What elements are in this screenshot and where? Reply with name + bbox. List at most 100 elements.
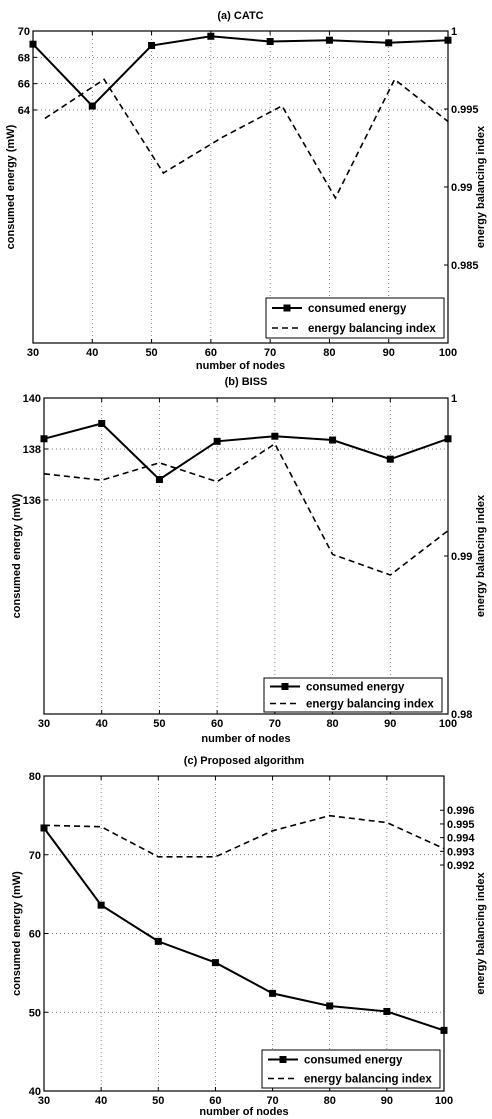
y2-tick-label: 0.996 [447, 805, 475, 817]
x-tick-label: 70 [269, 718, 281, 730]
y-axis-label: consumed energy (mW) [5, 124, 17, 249]
y2-tick-label: 1 [451, 393, 457, 405]
data-point-marker [325, 36, 333, 44]
x-tick-label: 30 [27, 347, 39, 359]
y-tick-label: 64 [18, 105, 31, 117]
legend-label: consumed energy [304, 1055, 403, 1067]
legend-label: consumed energy [308, 303, 407, 315]
y2-axis-label: energy balancing index [475, 125, 487, 248]
data-point-marker [329, 436, 337, 444]
data-point-marker [155, 476, 163, 484]
y-tick-label: 70 [18, 26, 30, 38]
y-tick-label: 140 [23, 393, 41, 405]
x-tick-label: 100 [439, 347, 457, 359]
series-line-consumed-energy [43, 827, 445, 1032]
data-point-marker [271, 432, 279, 440]
plot-frame [43, 397, 449, 715]
x-tick-label: 90 [384, 718, 396, 730]
x-tick-label: 40 [96, 718, 108, 730]
y-tick-label: 70 [29, 850, 41, 862]
data-point-marker [213, 437, 221, 445]
legend-marker [281, 683, 289, 690]
y-tick-label: 136 [23, 495, 41, 507]
y-tick-label: 66 [18, 79, 30, 91]
data-point-marker [207, 32, 215, 40]
x-tick-label: 40 [95, 1095, 107, 1107]
series-line-energy-balancing-index [43, 442, 449, 576]
y2-tick-label: 0.99 [451, 551, 472, 563]
x-tick-label: 90 [383, 347, 395, 359]
x-tick-label: 70 [266, 1095, 278, 1107]
x-tick-label: 30 [38, 1095, 50, 1107]
legend-box [265, 297, 445, 339]
series-line-consumed-energy [43, 422, 449, 481]
y-axis-label: consumed energy (mW) [11, 493, 23, 618]
y2-axis-label: energy balancing index [475, 494, 487, 617]
y-tick-label: 40 [29, 1086, 41, 1098]
x-axis-label: number of nodes [199, 1106, 288, 1118]
y2-tick-label: 0.985 [451, 260, 479, 272]
y-axis-label: consumed energy (mW) [11, 871, 23, 996]
legend: consumed energy energy balancing index [261, 1049, 441, 1089]
y2-tick-label: 0.994 [447, 833, 475, 845]
x-tick-label: 50 [153, 718, 165, 730]
series-line-energy-balancing-index [43, 814, 445, 858]
legend-box [261, 1049, 441, 1089]
y-tick-label: 60 [29, 929, 41, 941]
legend-box [263, 677, 443, 713]
x-tick-label: 40 [86, 347, 98, 359]
x-tick-label: 90 [381, 1095, 393, 1107]
data-point-marker [444, 36, 452, 44]
x-tick-label: 70 [264, 347, 276, 359]
data-point-marker [29, 40, 37, 48]
x-tick-label: 60 [205, 347, 217, 359]
x-tick-label: 80 [323, 347, 335, 359]
data-point-marker [444, 435, 452, 443]
x-axis-label: number of nodes [201, 733, 290, 745]
x-tick-label: 80 [324, 1095, 336, 1107]
legend-label: energy balancing index [306, 699, 434, 711]
series-line-energy-balancing-index [44, 78, 449, 200]
x-tick-label: 30 [38, 718, 50, 730]
data-point-marker [154, 937, 162, 945]
chart-title: (b) BISS [225, 376, 268, 388]
x-tick-label: 100 [439, 718, 457, 730]
series-line-consumed-energy [32, 35, 449, 108]
y2-tick-label: 0.98 [451, 709, 472, 721]
y2-tick-label: 1 [451, 26, 457, 38]
legend-label: energy balancing index [304, 1074, 432, 1086]
legend-marker [279, 1056, 287, 1063]
plot-frame [43, 775, 445, 1092]
data-point-marker [97, 901, 105, 909]
y-tick-label: 80 [29, 771, 41, 783]
legend-label: consumed energy [306, 682, 405, 694]
y2-tick-label: 0.995 [447, 819, 475, 831]
data-point-marker [40, 435, 48, 443]
x-tick-label: 100 [435, 1095, 453, 1107]
data-point-marker [40, 824, 48, 832]
x-tick-label: 60 [209, 1095, 221, 1107]
y-tick-label: 50 [29, 1007, 41, 1019]
chart-panel-2: (b) BISS 30 40 50 60 70 80 90 100 136 138 140 0.98 0.… [11, 376, 487, 745]
y2-tick-label: 0.99 [451, 182, 472, 194]
x-tick-label: 60 [211, 718, 223, 730]
chart-title: (a) CATC [217, 10, 263, 22]
legend-marker [283, 304, 291, 312]
x-axis-label: number of nodes [196, 360, 285, 372]
x-tick-label: 50 [145, 347, 157, 359]
legend: consumed energy energy balancing index [263, 677, 443, 713]
legend-label: energy balancing index [308, 323, 436, 335]
data-point-marker [383, 1007, 391, 1015]
data-point-marker [440, 1026, 448, 1034]
data-point-marker [148, 41, 156, 49]
y2-tick-label: 0.993 [447, 846, 475, 858]
data-point-marker [385, 39, 393, 47]
data-point-marker [211, 959, 219, 967]
data-point-marker [386, 455, 394, 463]
y2-tick-label: 0.995 [451, 104, 479, 116]
y-tick-label: 138 [23, 444, 41, 456]
chart-title: (c) Proposed algorithm [184, 755, 305, 767]
